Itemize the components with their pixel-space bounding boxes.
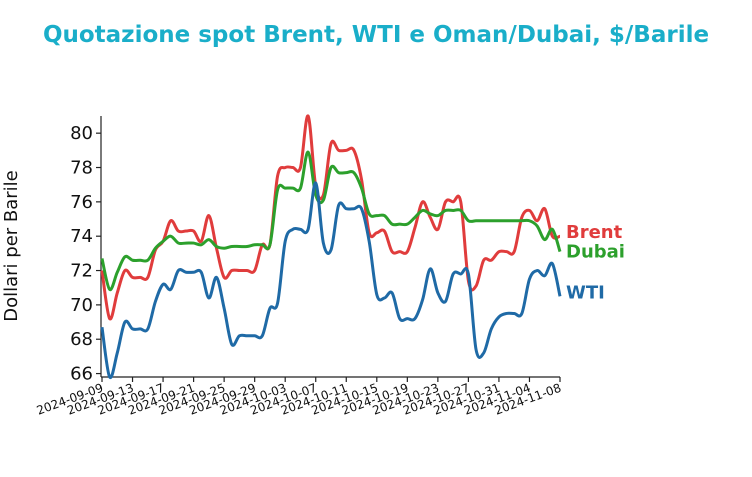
y-tick-label: 72 xyxy=(70,261,93,282)
series-lines xyxy=(100,114,562,380)
y-tick-label: 66 xyxy=(70,364,93,385)
series-line-dubai xyxy=(100,150,562,292)
series-label-brent: Brent xyxy=(566,222,623,243)
y-tick-label: 80 xyxy=(70,123,93,144)
series-line-wti xyxy=(100,181,562,380)
chart-title: Quotazione spot Brent, WTI e Oman/Dubai,… xyxy=(42,22,710,48)
y-tick-label: 76 xyxy=(70,192,93,213)
y-tick-label: 70 xyxy=(70,295,93,316)
series-line-brent xyxy=(100,114,561,321)
y-axis: 66 68 70 72 74 76 78 80 xyxy=(70,116,102,385)
y-tick-label: 78 xyxy=(70,158,93,179)
series-label-wti: WTI xyxy=(566,282,605,303)
series-label-dubai: Dubai xyxy=(566,242,625,263)
y-axis-title: Dollari per Barile xyxy=(1,170,22,322)
x-axis: 2024-09-092024-09-132024-09-172024-09-21… xyxy=(35,376,563,418)
y-tick-label: 68 xyxy=(70,329,93,350)
y-tick-label: 74 xyxy=(70,226,93,247)
